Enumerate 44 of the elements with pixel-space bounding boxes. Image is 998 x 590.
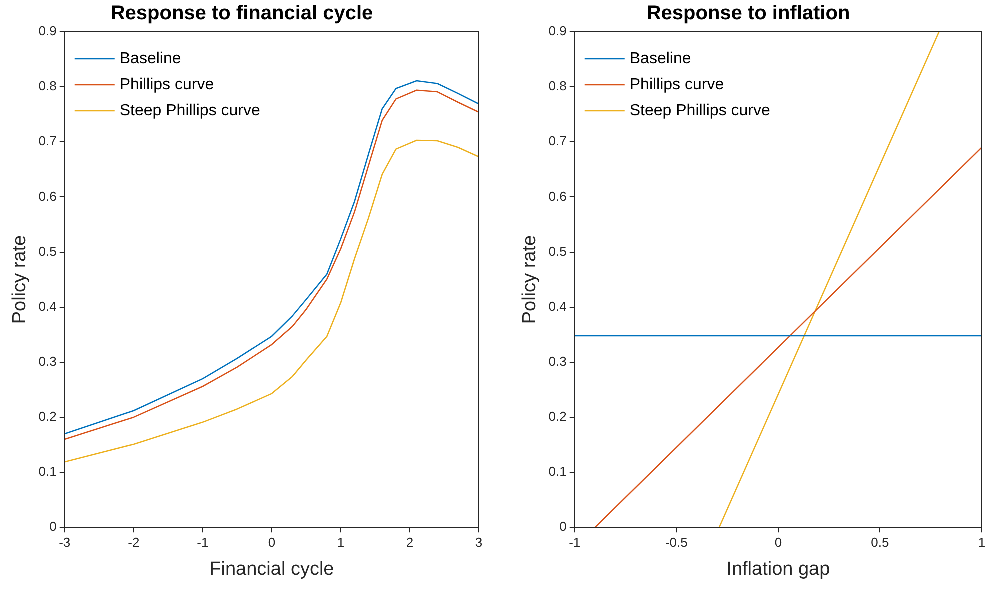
x-tick-label: -3: [59, 534, 71, 550]
x-tick-label: -1: [569, 534, 581, 550]
y-tick-label: 0.8: [548, 78, 567, 94]
y-tick-label: 0.5: [38, 244, 57, 259]
y-axis-title: Policy rate: [520, 235, 541, 324]
x-tick-label: 0.5: [871, 534, 890, 550]
y-tick-label: 0.2: [548, 409, 567, 424]
y-tick-label: 0.6: [548, 188, 567, 204]
x-tick-label: 1: [337, 534, 345, 550]
x-tick-label: 1: [978, 534, 986, 550]
y-tick-label: 0.2: [38, 409, 57, 424]
x-tick-label: 3: [475, 534, 483, 550]
y-tick-label: 0: [560, 519, 567, 534]
legend-label: Steep Phillips curve: [630, 102, 770, 120]
y-tick-label: 0.4: [38, 298, 57, 314]
y-tick-label: 0.7: [548, 134, 567, 149]
y-tick-label: 0.9: [548, 24, 567, 39]
y-tick-label: 0.9: [38, 24, 57, 39]
y-tick-label: 0.5: [548, 244, 567, 259]
x-tick-label: 0: [268, 534, 276, 550]
legend-label: Phillips curve: [630, 76, 724, 94]
y-tick-label: 0.1: [548, 464, 567, 480]
x-tick-label: 2: [406, 534, 414, 550]
legend-label: Phillips curve: [120, 76, 214, 94]
x-tick-label: -1: [197, 534, 209, 550]
legend-label: Steep Phillips curve: [120, 102, 260, 120]
x-tick-label: -0.5: [665, 534, 688, 550]
y-tick-label: 0.3: [548, 354, 567, 369]
y-tick-label: 0.1: [38, 464, 57, 480]
y-tick-label: 0: [50, 519, 57, 534]
y-tick-label: 0.8: [38, 78, 57, 94]
y-tick-label: 0.3: [38, 354, 57, 369]
y-tick-label: 0.6: [38, 188, 57, 204]
x-tick-label: 0: [774, 534, 782, 550]
y-axis-title: Policy rate: [10, 235, 31, 324]
chart-title: Response to financial cycle: [110, 2, 374, 25]
chart-title: Response to inflation: [646, 2, 850, 25]
x-axis-title: Financial cycle: [210, 558, 334, 580]
y-tick-label: 0.7: [38, 134, 57, 149]
y-tick-label: 0.4: [548, 298, 567, 314]
x-tick-label: -2: [128, 534, 140, 550]
legend-label: Baseline: [630, 50, 692, 68]
legend-label: Baseline: [120, 50, 182, 68]
x-axis-title: Inflation gap: [726, 558, 830, 580]
